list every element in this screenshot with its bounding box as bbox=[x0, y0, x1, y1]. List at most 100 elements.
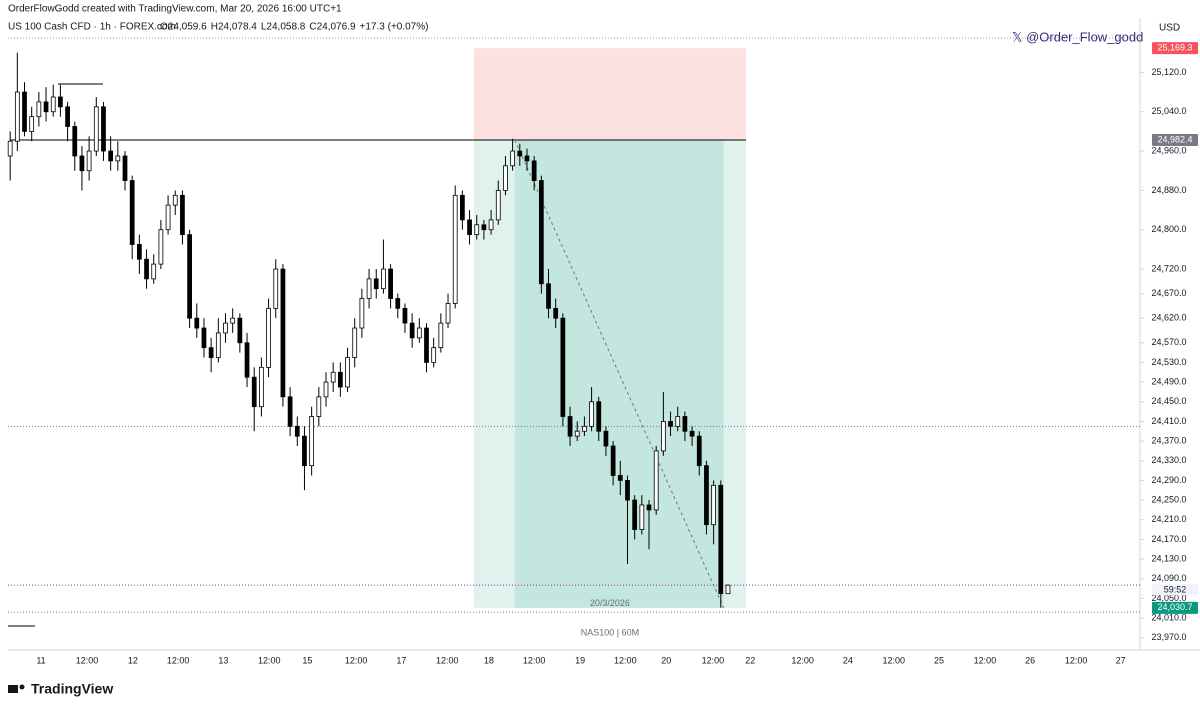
y-tick-label: 25,040.0 bbox=[1151, 106, 1186, 116]
y-tick-label: 24,170.0 bbox=[1151, 534, 1186, 544]
candle-body bbox=[259, 366, 264, 408]
x-tick-label: 12:00 bbox=[791, 655, 814, 665]
candle-body bbox=[675, 416, 681, 427]
candle-body bbox=[546, 283, 551, 309]
candle bbox=[72, 121, 78, 171]
candle-body bbox=[388, 268, 393, 299]
x-tick-label: 12:00 bbox=[76, 655, 99, 665]
candle bbox=[323, 372, 329, 407]
candle bbox=[215, 318, 221, 363]
candle-body bbox=[395, 298, 401, 309]
price-badge-label: 24,030.7 bbox=[1157, 602, 1192, 612]
candle bbox=[93, 96, 99, 156]
candle bbox=[294, 416, 300, 446]
candle bbox=[287, 387, 293, 437]
candle-body bbox=[172, 194, 178, 206]
candle-body bbox=[531, 160, 537, 181]
x-tick-label: 12:00 bbox=[614, 655, 637, 665]
x-tick-label: 12:00 bbox=[883, 655, 906, 665]
y-tick-label: 24,450.0 bbox=[1151, 396, 1186, 406]
y-tick-label: 24,130.0 bbox=[1151, 553, 1186, 563]
candle bbox=[79, 146, 85, 191]
y-tick-label: 24,570.0 bbox=[1151, 337, 1186, 347]
x-tick-label: 22 bbox=[745, 655, 755, 665]
candle-body bbox=[696, 435, 702, 467]
x-tick-label: 12:00 bbox=[702, 655, 725, 665]
brand-logo: TradingView bbox=[8, 681, 113, 697]
candle bbox=[682, 411, 688, 442]
candle-body bbox=[223, 322, 228, 334]
candle-body bbox=[136, 244, 142, 260]
candle bbox=[158, 219, 164, 270]
candle-body bbox=[438, 322, 444, 349]
candle bbox=[495, 180, 501, 225]
candle bbox=[352, 318, 358, 368]
brand: TradingView bbox=[31, 681, 113, 697]
candle bbox=[266, 298, 271, 378]
candle-body bbox=[309, 416, 315, 467]
y-tick-label: 24,050.0 bbox=[1151, 593, 1186, 603]
x-tick-label: 20 bbox=[661, 655, 671, 665]
price-badge-label: 24,982.4 bbox=[1157, 134, 1192, 144]
candle-body bbox=[560, 317, 566, 417]
candle bbox=[273, 259, 279, 319]
candle-body bbox=[22, 91, 27, 132]
candle bbox=[402, 303, 408, 333]
candle-body bbox=[467, 219, 472, 236]
candle bbox=[14, 52, 20, 152]
candle-body bbox=[660, 421, 666, 452]
candle-body bbox=[294, 425, 300, 437]
x-tick-label: 13 bbox=[218, 655, 228, 665]
candle bbox=[58, 84, 63, 117]
candle bbox=[416, 318, 422, 343]
candle bbox=[259, 357, 264, 417]
x-tick-label: 19 bbox=[575, 655, 585, 665]
candle-body bbox=[495, 189, 501, 221]
candle bbox=[668, 411, 673, 437]
candle-body bbox=[617, 475, 623, 481]
candle bbox=[86, 136, 92, 181]
candle bbox=[65, 101, 70, 142]
candle-body bbox=[409, 322, 415, 339]
candle bbox=[309, 406, 315, 476]
x-tick-label: 12:00 bbox=[436, 655, 459, 665]
candle bbox=[517, 143, 523, 166]
price-badge bbox=[1152, 42, 1198, 55]
candle bbox=[22, 82, 27, 137]
y-tick-label: 24,370.0 bbox=[1151, 435, 1186, 445]
candle-body bbox=[43, 101, 49, 113]
candle bbox=[711, 480, 716, 545]
candle bbox=[546, 269, 551, 319]
candle bbox=[675, 406, 681, 432]
candle bbox=[337, 362, 343, 397]
candle-body bbox=[503, 165, 508, 191]
price-badge bbox=[1152, 601, 1198, 614]
candle-body bbox=[93, 106, 99, 152]
candle bbox=[460, 190, 465, 230]
candle-body bbox=[187, 234, 192, 319]
candle bbox=[395, 293, 401, 319]
y-tick-label: 24,010.0 bbox=[1151, 612, 1186, 622]
y-tick-label: 24,490.0 bbox=[1151, 376, 1186, 386]
candle-body bbox=[381, 268, 386, 290]
candle bbox=[696, 431, 702, 476]
candle-body bbox=[79, 155, 85, 172]
candle-body bbox=[711, 484, 716, 526]
x-tick-label: 12:00 bbox=[258, 655, 281, 665]
watermark: 𝕏 @Order_Flow_godd bbox=[1012, 29, 1143, 44]
candle bbox=[617, 460, 623, 496]
candle bbox=[172, 190, 178, 215]
candle-body bbox=[488, 219, 494, 231]
candle bbox=[230, 308, 236, 333]
logo-mark bbox=[19, 684, 25, 690]
candle-body bbox=[194, 317, 200, 329]
candle bbox=[201, 318, 207, 358]
candle bbox=[136, 234, 142, 274]
candle-body bbox=[538, 180, 544, 285]
candle-body bbox=[101, 106, 106, 152]
candle-body bbox=[474, 224, 480, 236]
x-tick-label: 11 bbox=[36, 655, 45, 665]
candle-body bbox=[72, 126, 78, 157]
candle bbox=[704, 460, 709, 535]
price-badge-label: 25,169.3 bbox=[1157, 43, 1192, 53]
